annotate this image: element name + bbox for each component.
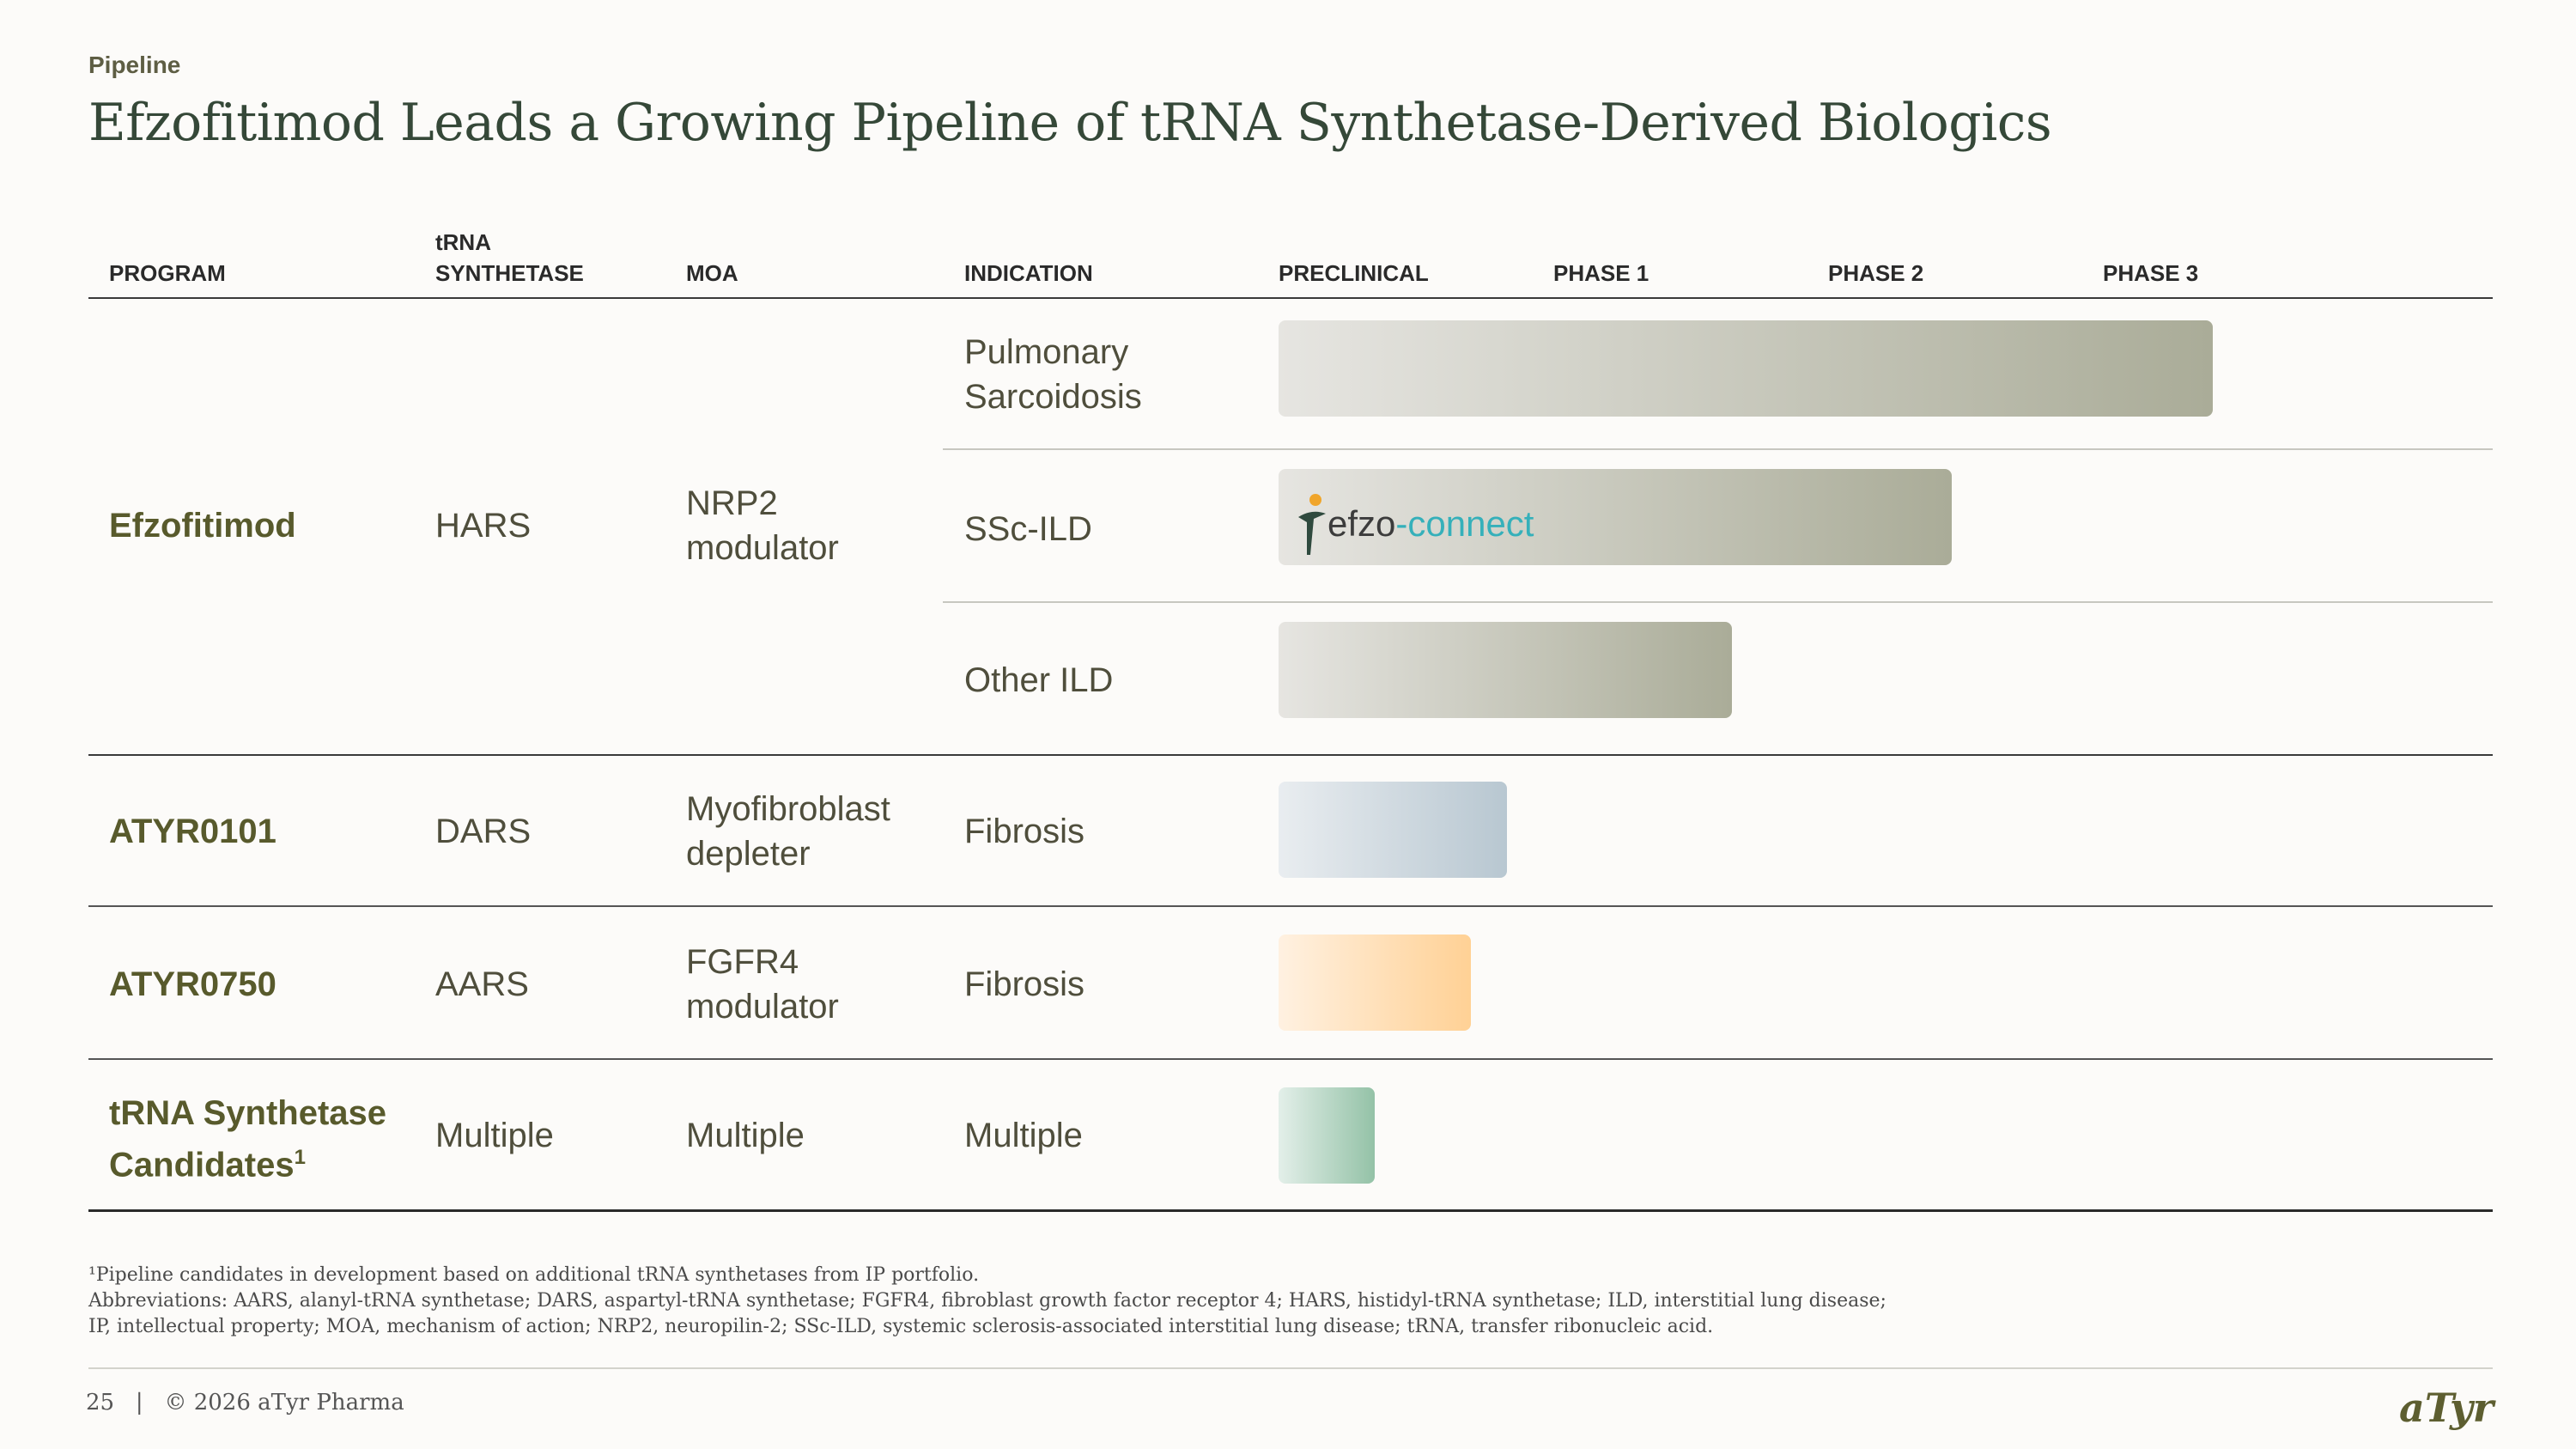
moa-atyr0101: Myofibroblast depleter [686, 787, 890, 876]
footer-rule [88, 1367, 2493, 1369]
indication-fibrosis: Fibrosis [964, 813, 1085, 850]
progress-bar-candidates [1279, 1087, 1375, 1184]
program-efzofitimod: Efzofitimod [109, 507, 296, 545]
progress-bar-atyr0101 [1279, 782, 1507, 878]
synthetase-multiple: Multiple [435, 1117, 554, 1154]
progress-bar-atyr0750 [1279, 935, 1471, 1031]
footer-separator: | [135, 1390, 143, 1416]
moa-multiple: Multiple [686, 1117, 805, 1154]
header-phase1: PHASE 1 [1553, 260, 1649, 286]
indication-other-ild: Other ILD [964, 661, 1114, 699]
footer: 25 | © 2026 aTyr Pharma [86, 1390, 404, 1416]
row-divider [943, 601, 2493, 603]
progress-bar-other-ild [1279, 622, 1732, 718]
header-phase3: PHASE 3 [2103, 260, 2199, 286]
indication-line2: Sarcoidosis [964, 378, 1142, 416]
atyr-logo: aTyr [2399, 1385, 2494, 1431]
header-synthetase-line2: SYNTHETASE [435, 260, 584, 286]
indication-pulmonary-sarcoidosis: Pulmonary Sarcoidosis [964, 330, 1142, 419]
abbreviations-line1: Abbreviations: AARS, alanyl-tRNA synthet… [88, 1290, 1886, 1312]
progress-bar-ssc-ild [1279, 469, 1952, 565]
table-bottom-rule [88, 1209, 2493, 1212]
moa-efzofitimod: NRP2 modulator [686, 481, 839, 570]
page-title: Efzofitimod Leads a Growing Pipeline of … [88, 93, 2052, 153]
indication-ssc-ild: SSc-ILD [964, 510, 1092, 548]
program-trna-synthetase-candidates: tRNA Synthetase Candidates1 [109, 1091, 386, 1187]
section-label: Pipeline [88, 52, 181, 78]
header-synthetase: tRNA SYNTHETASE [435, 227, 584, 289]
program-line2: Candidates1 [109, 1135, 386, 1187]
row-rule [88, 754, 2493, 756]
efzo-connect-figure-icon [1298, 494, 1326, 555]
program-atyr0750: ATYR0750 [109, 965, 276, 1003]
header-phase2: PHASE 2 [1828, 260, 1924, 286]
moa-line2: modulator [686, 988, 839, 1026]
moa-line2: depleter [686, 835, 811, 873]
abbreviations-line2: IP, intellectual property; MOA, mechanis… [88, 1316, 1714, 1337]
efzo-connect-logo: efzo -connect [1295, 491, 1534, 557]
synthetase-aars: AARS [435, 965, 529, 1003]
footnote-1: ¹Pipeline candidates in development base… [88, 1264, 980, 1286]
row-rule [88, 905, 2493, 907]
synthetase-hars: HARS [435, 507, 532, 545]
moa-line1: FGFR4 [686, 943, 799, 981]
footnotes: ¹Pipeline candidates in development base… [88, 1263, 2493, 1340]
moa-atyr0750: FGFR4 modulator [686, 940, 839, 1029]
header-moa: MOA [686, 260, 738, 286]
indication-line1: Pulmonary [964, 333, 1129, 371]
header-program: PROGRAM [109, 260, 226, 286]
moa-line1: Myofibroblast [686, 790, 890, 828]
header-synthetase-line1: tRNA [435, 229, 491, 255]
moa-line1: NRP2 [686, 484, 778, 522]
moa-line2: modulator [686, 529, 839, 567]
efzo-connect-part1: efzo [1327, 503, 1396, 544]
efzo-connect-part2: -connect [1395, 503, 1534, 544]
program-line1: tRNA Synthetase [109, 1094, 387, 1132]
copyright: © 2026 aTyr Pharma [164, 1390, 404, 1416]
synthetase-dars: DARS [435, 813, 532, 850]
header-indication: INDICATION [964, 260, 1093, 286]
program-atyr0101: ATYR0101 [109, 813, 276, 850]
indication-fibrosis: Fibrosis [964, 965, 1085, 1003]
indication-multiple: Multiple [964, 1117, 1083, 1154]
program-line2-text: Candidates [109, 1146, 295, 1184]
page-number: 25 [86, 1390, 115, 1416]
header-preclinical: PRECLINICAL [1279, 260, 1429, 286]
row-rule [88, 1058, 2493, 1060]
footnote-marker: 1 [294, 1146, 306, 1169]
progress-bar-pulmonary-sarcoidosis [1279, 320, 2213, 417]
header-rule [88, 297, 2493, 299]
row-divider [943, 448, 2493, 450]
